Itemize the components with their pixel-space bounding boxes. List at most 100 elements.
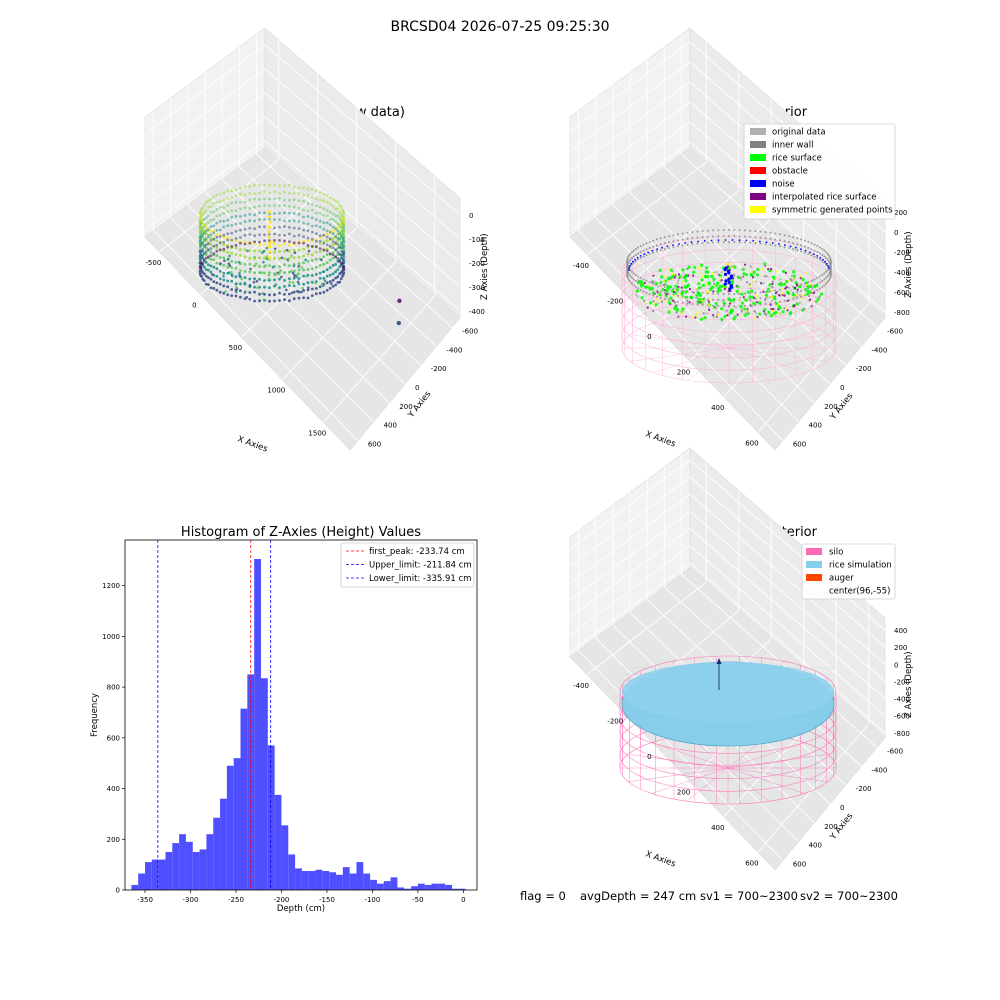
surface-point — [662, 280, 666, 283]
histogram-bar — [301, 870, 309, 890]
surface-point — [803, 285, 806, 288]
surface-point — [791, 293, 796, 297]
legend-swatch — [750, 206, 766, 213]
raw-point — [222, 291, 226, 295]
raw-point — [283, 279, 286, 282]
surface-point — [744, 272, 749, 277]
raw-point — [306, 236, 310, 240]
raw-point — [292, 248, 296, 252]
inner-wall-point — [818, 287, 821, 290]
noise-point — [647, 251, 649, 254]
surface-point — [801, 308, 805, 312]
raw-point — [244, 290, 247, 293]
raw-point — [273, 256, 276, 260]
raw-point — [207, 199, 210, 203]
raw-point — [248, 241, 252, 245]
noise-point — [634, 258, 636, 261]
inner-wall-point — [769, 302, 772, 305]
inner-wall-point — [821, 280, 824, 282]
noise-point — [771, 242, 774, 244]
raw-point — [286, 259, 290, 262]
raw-point — [234, 275, 238, 279]
raw-point — [273, 239, 276, 242]
surface-point — [769, 313, 773, 318]
raw-point — [215, 214, 219, 218]
raw-point — [215, 274, 219, 278]
raw-point — [209, 205, 213, 209]
raw-point — [209, 247, 213, 250]
raw-point — [331, 284, 335, 288]
histogram-bar — [131, 884, 139, 890]
surface-point — [677, 279, 680, 283]
raw-point — [234, 193, 238, 197]
histogram-bar — [172, 843, 180, 890]
raw-point — [215, 235, 219, 239]
inner-wall-point — [754, 242, 757, 245]
histogram-bar — [356, 862, 364, 890]
surface-point — [711, 272, 714, 275]
raw-point — [222, 233, 226, 237]
panel-simulation: 3D simulation of Silo Interior -400-2000… — [569, 447, 914, 871]
inner-wall-point — [810, 248, 813, 251]
raw-point — [297, 186, 301, 190]
raw-point — [297, 265, 301, 268]
raw-point — [292, 185, 296, 189]
raw-point — [338, 216, 342, 220]
inner-wall-point — [712, 304, 714, 307]
surface-point — [707, 300, 711, 303]
raw-point — [207, 248, 210, 252]
raw-point — [278, 257, 281, 261]
inner-wall-point — [754, 236, 757, 239]
inner-wall-point — [706, 235, 709, 238]
raw-point — [306, 296, 310, 300]
raw-point — [230, 223, 234, 227]
panel2-classified-points — [621, 229, 837, 384]
grid-z — [569, 141, 886, 313]
surface-point — [697, 266, 700, 269]
inner-wall-point — [829, 263, 832, 266]
raw-point — [230, 245, 234, 248]
raw-point — [218, 270, 222, 273]
raw-point — [328, 230, 332, 234]
raw-point — [278, 291, 281, 295]
raw-point — [253, 197, 256, 201]
legend-label: noise — [772, 180, 795, 190]
raw-point — [310, 280, 314, 284]
raw-point — [215, 267, 219, 270]
raw-point — [248, 256, 252, 260]
grid-y — [595, 217, 799, 423]
surface-point — [652, 274, 655, 277]
surface-point — [684, 295, 688, 299]
raw-point — [215, 239, 219, 243]
silo-spoke — [727, 742, 805, 769]
raw-point — [318, 205, 322, 209]
inner-wall-point — [788, 286, 790, 289]
inner-wall-point — [825, 270, 827, 273]
raw-point — [209, 218, 213, 222]
surface-point — [687, 265, 691, 269]
surface-point — [771, 282, 774, 286]
raw-point — [297, 233, 301, 237]
raw-point — [227, 262, 231, 266]
histogram-bar — [404, 888, 412, 890]
surface-point — [792, 274, 796, 278]
noise-point — [697, 240, 699, 243]
inner-wall-point — [632, 255, 635, 258]
panel1-ticks: -5000500100015006004002000-200-400-6000-… — [145, 212, 484, 449]
silo-spoke — [727, 767, 805, 794]
raw-point — [302, 208, 305, 212]
raw-point — [339, 277, 343, 281]
raw-point — [235, 290, 238, 294]
raw-point — [283, 285, 286, 288]
raw-point — [230, 238, 234, 242]
histogram-bar — [288, 854, 296, 890]
grid-z — [569, 121, 886, 293]
raw-point — [258, 240, 261, 244]
y-tick-label: 600 — [368, 441, 381, 449]
histogram-bar — [158, 859, 166, 890]
y-tick-label: -400 — [871, 766, 887, 774]
raw-point — [238, 272, 241, 275]
noise-point — [752, 240, 755, 242]
panel1-z-label: Z Axies (Depth) — [480, 233, 490, 300]
